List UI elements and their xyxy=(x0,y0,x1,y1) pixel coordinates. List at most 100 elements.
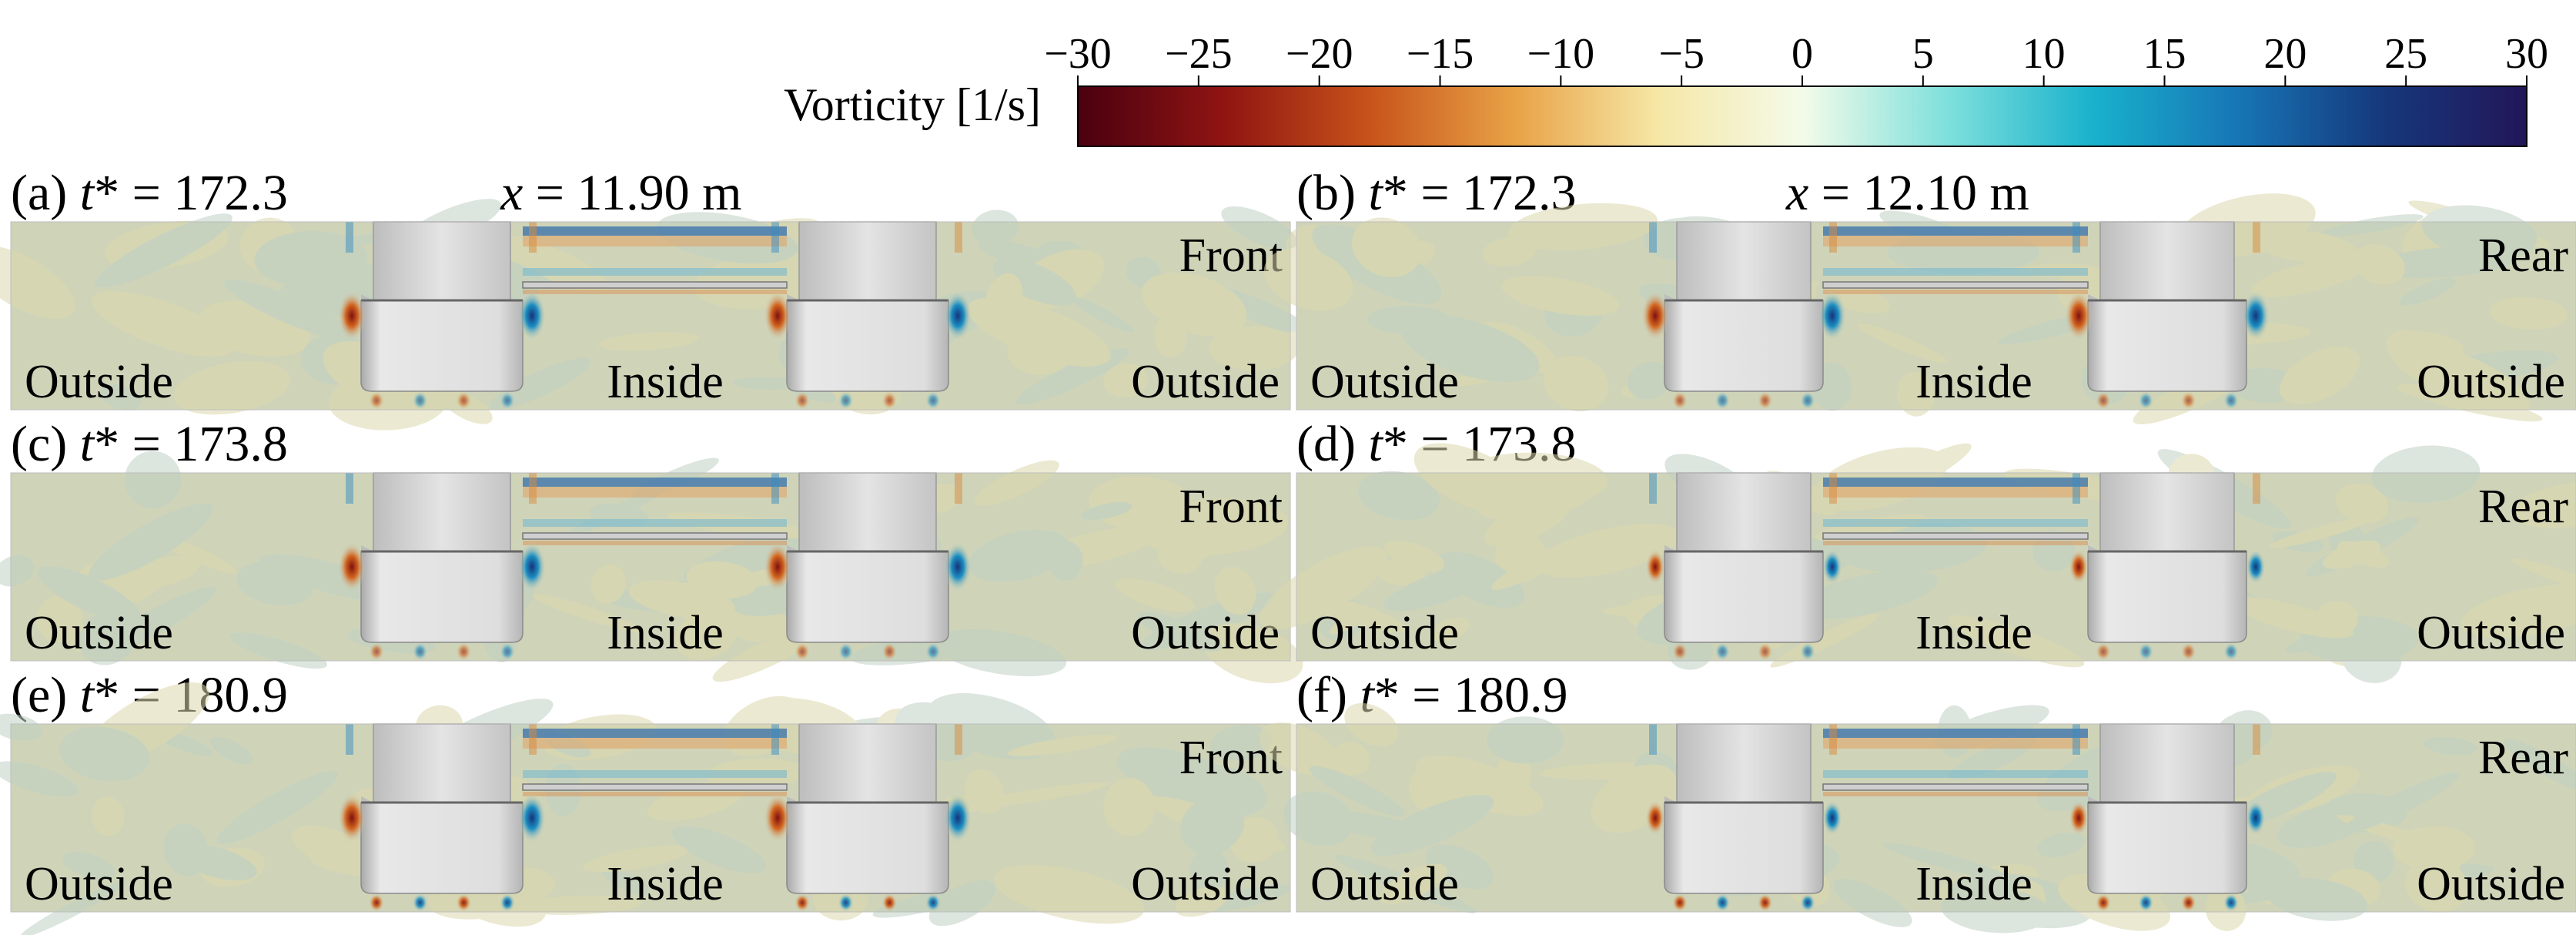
vortex-positive xyxy=(2246,549,2266,585)
vortex-positive xyxy=(2246,800,2266,836)
region-label-outside-right: Outside xyxy=(2417,356,2565,408)
vortex-eddy xyxy=(795,893,810,912)
time-symbol: t xyxy=(80,667,95,723)
vortex-eddy xyxy=(2096,642,2111,661)
region-label-inside: Inside xyxy=(607,607,724,659)
deck-shear-layer xyxy=(1822,226,2089,294)
vortex-eddy xyxy=(412,391,428,410)
pier-column xyxy=(764,221,972,410)
pier-column xyxy=(338,723,546,912)
vortex-eddy xyxy=(795,642,810,661)
structure xyxy=(338,221,972,410)
colorbar-ticks: −30 −25 −20 −15 −10 −5 0 5 10 15 20 25 30 xyxy=(1044,30,2548,86)
vortex-eddy xyxy=(2180,391,2196,410)
panel-label: (f) t* = 180.9 xyxy=(1296,667,1568,723)
deck-shear-layer xyxy=(1822,729,2089,796)
field-texture xyxy=(1259,443,2576,683)
vortex-eddy xyxy=(925,893,941,912)
vortex-eddy xyxy=(500,391,515,410)
vortex-positive xyxy=(1822,800,1842,836)
time-symbol: t xyxy=(80,416,95,472)
colorbar-tick-label: 20 xyxy=(2263,30,2307,78)
vortex-eddy xyxy=(838,893,854,912)
vortex-eddy xyxy=(1800,893,1815,912)
vortex-eddy xyxy=(1757,893,1773,912)
vortex-negative xyxy=(2065,291,2093,340)
colorbar-tick-label: −5 xyxy=(1658,30,1705,78)
vortex-positive xyxy=(944,793,972,843)
colorbar-tick-label: 25 xyxy=(2384,30,2427,78)
time-symbol: t xyxy=(1368,416,1383,472)
view-label: Rear xyxy=(2478,481,2568,533)
pier-column xyxy=(2069,472,2266,661)
vortex-positive xyxy=(1818,291,1846,340)
vortex-eddy xyxy=(2223,642,2239,661)
pier-column xyxy=(338,472,546,661)
panel-label: (c) t* = 173.8 xyxy=(11,416,288,472)
colorbar-gradient xyxy=(1077,85,2527,147)
vortex-eddy xyxy=(1715,391,1731,410)
vortex-positive xyxy=(518,291,546,340)
region-label-outside-right: Outside xyxy=(2417,858,2565,910)
vorticity-panel: (c) t* = 173.8 Outside Inside Outside Front xyxy=(0,416,1303,684)
vorticity-panel: (f) t* = 180.9 Outside Inside Outside Rear xyxy=(1259,667,2576,933)
x-location-label: x = 12.10 m xyxy=(1785,165,2029,221)
vortex-positive xyxy=(518,542,546,591)
vortex-eddy xyxy=(1800,391,1815,410)
vortex-eddy xyxy=(838,642,854,661)
vortex-eddy xyxy=(500,893,515,912)
colorbar-tick-label: −20 xyxy=(1286,30,1353,78)
vortex-eddy xyxy=(2138,893,2154,912)
deck-shear-layer xyxy=(1822,478,2089,545)
region-label-outside-right: Outside xyxy=(1131,858,1280,910)
panel-tag: (e) xyxy=(11,667,80,723)
pier-column xyxy=(338,221,546,410)
vortex-eddy xyxy=(1800,642,1815,661)
vortex-eddy xyxy=(1715,893,1731,912)
vortex-eddy xyxy=(369,391,384,410)
pier-column xyxy=(764,472,972,661)
pier-column xyxy=(2065,221,2270,410)
x-location-label: x = 11.90 m xyxy=(500,165,741,221)
region-label-outside-left: Outside xyxy=(1310,356,1459,408)
vortex-eddy xyxy=(882,642,898,661)
region-label-inside: Inside xyxy=(1915,607,2032,659)
colorbar-tick-label: −25 xyxy=(1165,30,1233,78)
panel-border xyxy=(10,221,1291,411)
vortex-eddy xyxy=(1672,391,1688,410)
vortex-eddy xyxy=(2138,391,2154,410)
vortex-negative xyxy=(338,793,366,843)
vortex-negative xyxy=(764,291,791,340)
region-label-outside-right: Outside xyxy=(1131,607,1280,659)
colorbar-title: Vorticity [1/s] xyxy=(784,79,1041,130)
vortex-positive xyxy=(2242,291,2270,340)
structure xyxy=(338,723,972,912)
vortex-eddy xyxy=(925,391,941,410)
vortex-negative xyxy=(1645,549,1665,585)
vortex-negative xyxy=(1641,291,1669,340)
view-label: Rear xyxy=(2478,230,2568,282)
vortex-eddy xyxy=(369,642,384,661)
vortex-eddy xyxy=(456,893,472,912)
vortex-eddy xyxy=(1672,893,1688,912)
pier-column xyxy=(1645,472,1842,661)
panels: (a) t* = 172.3 x = 11.90 m Outside Inside Ou… xyxy=(0,165,2576,935)
vortex-eddy xyxy=(412,893,428,912)
vortex-negative xyxy=(2069,800,2089,836)
panel-label: (b) t* = 172.3 xyxy=(1296,165,1577,221)
region-label-outside-left: Outside xyxy=(1310,858,1459,910)
colorbar: Vorticity [1/s] −30 −25 −20 −15 −10 −5 0 5 10 15 2… xyxy=(784,30,2548,147)
panel-border xyxy=(1296,723,2576,913)
vortex-negative xyxy=(338,542,366,591)
colorbar-tick-label: 5 xyxy=(1912,30,1934,78)
time-value: * = 180.9 xyxy=(1374,667,1568,723)
vortex-eddy xyxy=(1757,642,1773,661)
panel-label: (a) t* = 172.3 xyxy=(11,165,288,221)
time-value: * = 172.3 xyxy=(94,165,288,221)
region-label-outside-right: Outside xyxy=(2417,607,2565,659)
vortex-eddy xyxy=(2138,642,2154,661)
vortex-eddy xyxy=(369,893,384,912)
pier-column xyxy=(1645,723,1842,912)
panel-tag: (c) xyxy=(11,416,80,472)
